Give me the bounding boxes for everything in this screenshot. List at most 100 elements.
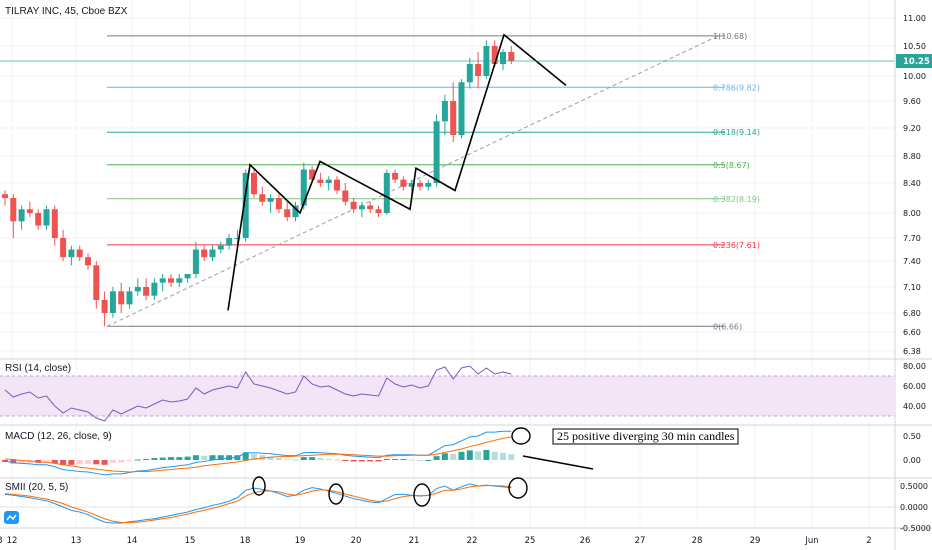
smii-circle-3[interactable] (413, 483, 431, 507)
macd-histogram-bar (18, 460, 25, 463)
candle-body (251, 172, 257, 195)
rsi-line (4, 365, 512, 422)
smii-label: SMII (20, 5, 5) (5, 482, 68, 493)
candle-body (400, 179, 407, 187)
macd-circle-annotation[interactable] (511, 427, 531, 445)
tradingview-logo[interactable] (4, 511, 19, 524)
macd-histogram-bar (292, 459, 299, 461)
time-tick-label: 29 (750, 536, 761, 546)
divergence-line[interactable] (522, 455, 594, 470)
macd-label: MACD (12, 26, close, 9) (5, 431, 112, 442)
macd-histogram-bar (350, 460, 357, 462)
candle-body (300, 169, 307, 206)
time-tick-label: 19 (295, 536, 306, 546)
candle-body (201, 249, 208, 258)
rsi-pane[interactable]: RSI (14, close) (0, 363, 895, 422)
candle-body (143, 287, 150, 296)
candle-body (168, 278, 174, 283)
fib-level-label: 0.786(9.82) (713, 83, 760, 92)
fibonacci-retracement[interactable]: 1(10.68) 0.786(9.82) 0.618(9.14) 0.5(8.67) 0… (107, 32, 760, 331)
macd-histogram-bar (466, 450, 473, 460)
candle-body (342, 190, 349, 202)
candle-body (217, 245, 224, 250)
candle-body (26, 209, 33, 213)
macd-histogram-bar (358, 460, 365, 462)
time-tick-label: 25 (525, 536, 536, 546)
candle-body (408, 183, 415, 187)
candle-body (441, 101, 448, 122)
smii-circle-2[interactable] (328, 483, 344, 505)
candle-body (334, 179, 340, 191)
time-tick-label: 13 (71, 536, 82, 546)
price-tick-label: 10.00 (903, 72, 926, 81)
candle-body (184, 274, 191, 279)
candle-body (284, 209, 291, 218)
candle-body (450, 101, 457, 135)
candle-body (234, 238, 241, 239)
candle-body (226, 238, 233, 246)
price-pane[interactable]: 1(10.68) 0.786(9.82) 0.618(9.14) 0.5(8.67) 0… (0, 6, 895, 331)
time-tick-label: 14 (127, 536, 138, 546)
candle-body (325, 179, 332, 183)
time-tick-label: 20 (351, 536, 362, 546)
price-axis[interactable]: 11.00 10.50 10.00 9.60 9.20 8.80 8.40 8.00 7.70 7… (896, 14, 932, 356)
fib-level-label: 0(6.66) (713, 322, 742, 331)
smii-tick-label: -0.5000 (900, 524, 931, 533)
macd-histogram-bar (201, 455, 208, 460)
smii-circle-1[interactable] (252, 476, 266, 496)
annotation-box[interactable] (552, 428, 739, 445)
price-tick-label: 6.38 (903, 347, 921, 356)
rsi-tick-label: 80.00 (903, 362, 926, 371)
price-tick-label: 11.00 (903, 14, 926, 23)
candle-body (159, 278, 166, 283)
macd-histogram-bar (400, 459, 407, 461)
macd-histogram-bar (450, 453, 457, 460)
macd-histogram-bar (151, 458, 158, 460)
candle-body (358, 205, 365, 210)
fib-level-label: 0.618(9.14) (713, 128, 760, 137)
candle-body (101, 300, 108, 313)
macd-histogram-bar (475, 451, 482, 460)
price-tick-label: 8.40 (903, 179, 921, 188)
macd-histogram-bar (43, 460, 50, 463)
candle-body (43, 209, 50, 226)
annotation-text: 25 positive diverging 30 min candles (557, 429, 735, 443)
macd-histogram-bar (192, 455, 199, 460)
macd-histogram-bar (441, 453, 448, 460)
candle-body (93, 265, 100, 300)
candle-body (51, 209, 58, 238)
indicator-axes[interactable]: 80.00 60.00 40.00 0.50 0.00 0.5000 0.0000 -0.50… (900, 362, 931, 533)
macd-histogram-bar (85, 460, 91, 464)
smii-pane[interactable]: SMII (20, 5, 5) (0, 476, 895, 524)
time-tick-label: Jun (804, 536, 818, 546)
macd-histogram-bar (251, 453, 257, 460)
smii-circle-4[interactable] (508, 477, 528, 499)
macd-histogram-bar (334, 459, 340, 461)
smii-orange-line (4, 485, 512, 524)
time-axis[interactable]: 12 13 14 15 18 19 20 21 22 25 26 27 28 29 Jun 2 3 (0, 536, 872, 546)
macd-histogram-bar (491, 451, 498, 460)
dashed-trendline[interactable] (106, 35, 719, 327)
macd-histogram-bar (242, 452, 249, 460)
candle-body (367, 205, 374, 210)
price-tick-label: 8.80 (903, 152, 921, 161)
price-tick-label: 6.80 (903, 309, 921, 318)
macd-histogram-bar (267, 456, 274, 460)
candle-body (458, 82, 465, 135)
macd-histogram-bar (417, 460, 423, 461)
macd-pane[interactable]: MACD (12, 26, close, 9) 25 positive dive… (2, 427, 739, 476)
zigzag-drawing[interactable] (227, 33, 567, 311)
smii-tick-label: 0.5000 (900, 482, 928, 491)
last-price-label: 10.25 (903, 57, 930, 67)
candle-body (317, 179, 324, 183)
fib-level-label: 0.5(8.67) (713, 161, 750, 170)
rsi-band (0, 376, 895, 416)
time-tick-label: 18 (240, 536, 251, 546)
macd-histogram-bar (109, 460, 116, 463)
macd-histogram-bar (143, 459, 150, 461)
time-tick-label: 3 (0, 536, 3, 546)
macd-histogram (2, 449, 515, 465)
candle-body (433, 121, 440, 183)
chart-title: TILRAY INC, 45, Cboe BZX (5, 6, 128, 17)
